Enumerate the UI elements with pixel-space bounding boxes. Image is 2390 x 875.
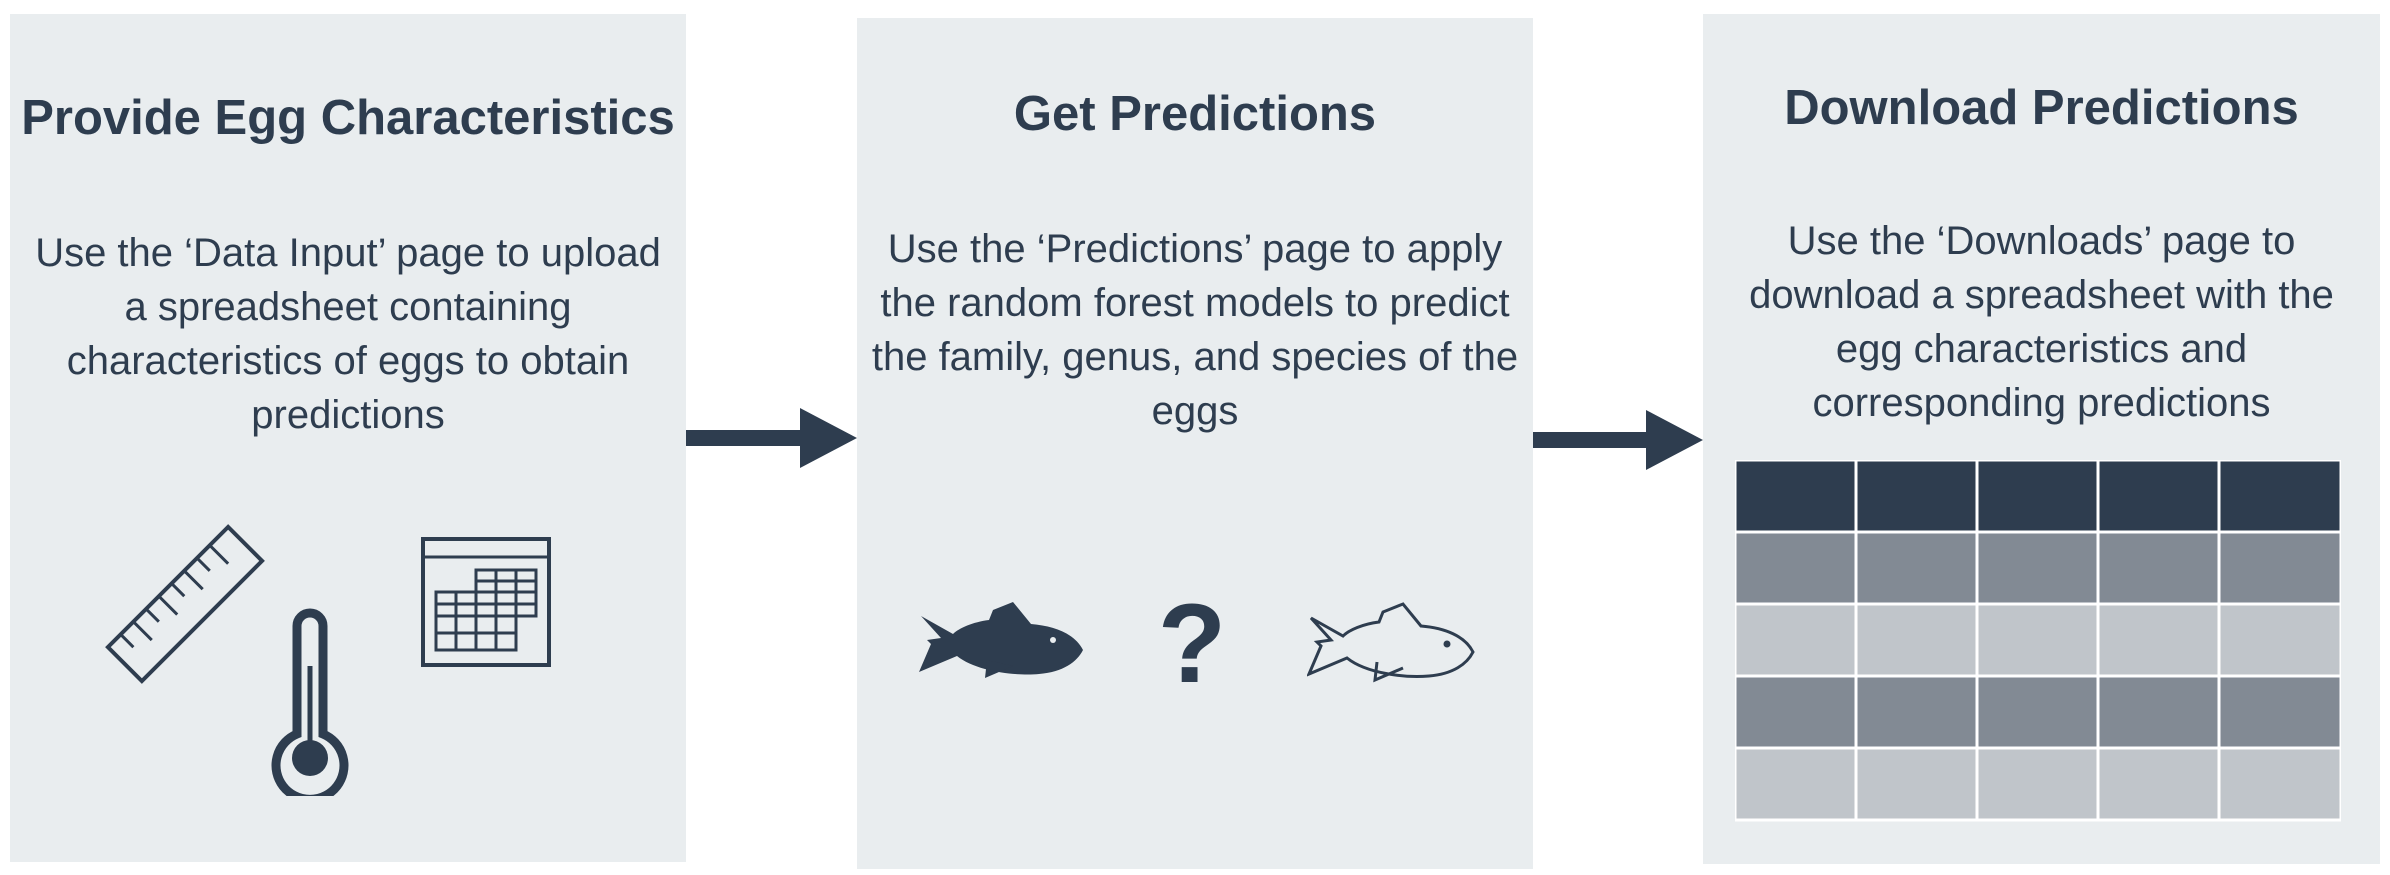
fish-filled-icon xyxy=(919,602,1083,678)
panel-title: Provide Egg Characteristics xyxy=(21,91,675,145)
panel-title: Get Predictions xyxy=(1013,87,1377,141)
spreadsheet-table-icon xyxy=(1735,460,2341,822)
step-panel-download-predictions: Download Predictions Use the ‘Downloads’… xyxy=(1703,14,2380,864)
thermometer-icon xyxy=(271,608,349,796)
fish-outline-icon xyxy=(1307,602,1475,683)
step-panel-get-predictions: Get Predictions Use the ‘Predictions’ pa… xyxy=(857,18,1533,869)
calendar-grid-icon xyxy=(421,537,551,667)
arrow-right-icon xyxy=(686,408,857,468)
panel-description: Use the ‘Downloads’ page to download a s… xyxy=(1749,219,2334,425)
panel-title: Download Predictions xyxy=(1784,81,2299,135)
step-panel-provide-egg-characteristics: Provide Egg Characteristics Use the ‘Dat… xyxy=(10,14,686,862)
arrow-right-icon xyxy=(1533,410,1703,470)
panel-description: Use the ‘Data Input’ page to upload a sp… xyxy=(35,231,661,437)
question-mark-icon: ? xyxy=(1157,581,1227,706)
ruler-icon xyxy=(105,524,265,684)
panel-description: Use the ‘Predictions’ page to apply the … xyxy=(871,227,1519,433)
